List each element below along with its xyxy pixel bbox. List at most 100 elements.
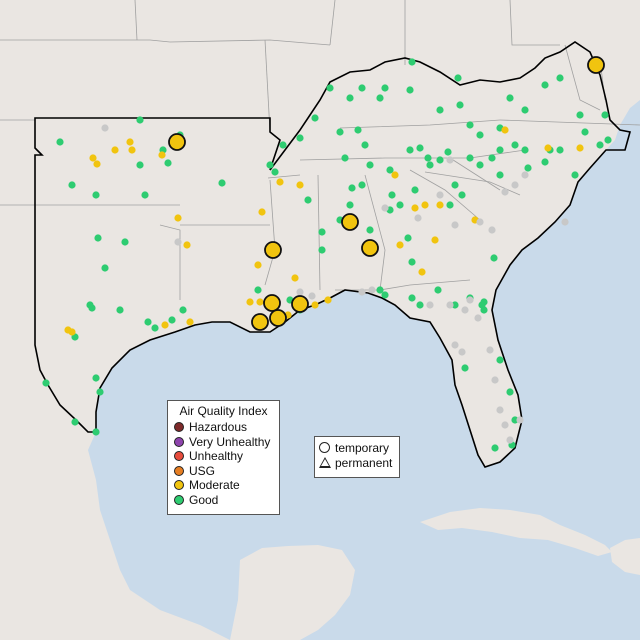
site-marker-no-data[interactable] — [296, 288, 304, 296]
site-marker-good[interactable] — [416, 301, 424, 309]
site-marker-moderate[interactable] — [128, 146, 136, 154]
site-marker-good[interactable] — [388, 191, 396, 199]
site-marker-good[interactable] — [92, 374, 100, 382]
site-marker-no-data[interactable] — [491, 376, 499, 384]
site-marker-moderate[interactable] — [324, 296, 332, 304]
site-marker-good[interactable] — [311, 114, 319, 122]
site-marker-good[interactable] — [92, 191, 100, 199]
site-marker-good[interactable] — [541, 158, 549, 166]
site-marker-no-data[interactable] — [451, 221, 459, 229]
site-marker-good[interactable] — [426, 161, 434, 169]
site-marker-moderate[interactable] — [391, 171, 399, 179]
site-marker-good[interactable] — [596, 141, 604, 149]
site-marker-good[interactable] — [92, 428, 100, 436]
site-marker-moderate[interactable] — [576, 144, 584, 152]
site-marker-moderate[interactable] — [296, 181, 304, 189]
site-marker-good[interactable] — [136, 161, 144, 169]
site-marker-no-data[interactable] — [561, 218, 569, 226]
site-marker-no-data[interactable] — [436, 191, 444, 199]
site-marker-good[interactable] — [556, 74, 564, 82]
site-marker-good[interactable] — [386, 166, 394, 174]
site-marker-good[interactable] — [354, 126, 362, 134]
site-marker-good[interactable] — [358, 181, 366, 189]
site-marker-good[interactable] — [71, 418, 79, 426]
site-marker-good[interactable] — [424, 154, 432, 162]
site-marker-moderate[interactable] — [89, 154, 97, 162]
site-marker-no-data[interactable] — [174, 238, 182, 246]
site-marker-moderate[interactable] — [174, 214, 182, 222]
site-marker-good[interactable] — [506, 388, 514, 396]
site-marker-good[interactable] — [68, 181, 76, 189]
site-marker-moderate[interactable] — [411, 204, 419, 212]
site-marker-good[interactable] — [336, 128, 344, 136]
site-marker-good[interactable] — [341, 154, 349, 162]
site-marker-good[interactable] — [366, 161, 374, 169]
site-marker-no-data[interactable] — [516, 416, 524, 424]
site-marker-good[interactable] — [511, 141, 519, 149]
site-marker-moderate[interactable] — [311, 301, 319, 309]
site-marker-no-data[interactable] — [486, 346, 494, 354]
site-marker-good[interactable] — [496, 356, 504, 364]
site-marker-moderate[interactable] — [186, 318, 194, 326]
site-marker-no-data[interactable] — [446, 301, 454, 309]
site-marker-good[interactable] — [406, 146, 414, 154]
site-marker-good[interactable] — [179, 306, 187, 314]
site-marker-good[interactable] — [271, 168, 279, 176]
site-marker-moderate[interactable] — [421, 201, 429, 209]
site-marker-moderate[interactable] — [544, 144, 552, 152]
site-marker-good[interactable] — [358, 84, 366, 92]
site-marker-good[interactable] — [141, 191, 149, 199]
site-marker-good[interactable] — [366, 226, 374, 234]
site-marker-good[interactable] — [408, 258, 416, 266]
site-marker-no-data[interactable] — [501, 188, 509, 196]
site-marker-good[interactable] — [571, 171, 579, 179]
site-marker-good[interactable] — [466, 154, 474, 162]
site-marker-no-data[interactable] — [476, 218, 484, 226]
site-marker-no-data[interactable] — [466, 296, 474, 304]
temporary-monitor-moderate[interactable] — [264, 241, 282, 259]
site-marker-good[interactable] — [496, 171, 504, 179]
site-marker-good[interactable] — [279, 141, 287, 149]
site-marker-no-data[interactable] — [496, 406, 504, 414]
site-marker-no-data[interactable] — [414, 214, 422, 222]
site-marker-good[interactable] — [151, 324, 159, 332]
site-marker-no-data[interactable] — [511, 181, 519, 189]
site-marker-good[interactable] — [488, 154, 496, 162]
site-marker-good[interactable] — [408, 58, 416, 66]
site-marker-good[interactable] — [94, 234, 102, 242]
site-marker-good[interactable] — [396, 201, 404, 209]
site-marker-no-data[interactable] — [381, 204, 389, 212]
site-marker-good[interactable] — [376, 94, 384, 102]
site-marker-moderate[interactable] — [254, 261, 262, 269]
site-marker-moderate[interactable] — [126, 138, 134, 146]
site-marker-moderate[interactable] — [93, 160, 101, 168]
temporary-monitor-moderate[interactable] — [291, 295, 309, 313]
site-marker-good[interactable] — [296, 134, 304, 142]
temporary-monitor-moderate[interactable] — [269, 309, 287, 327]
site-marker-good[interactable] — [144, 318, 152, 326]
site-marker-good[interactable] — [416, 144, 424, 152]
site-marker-good[interactable] — [506, 94, 514, 102]
site-marker-good[interactable] — [164, 159, 172, 167]
site-marker-good[interactable] — [121, 238, 129, 246]
site-marker-no-data[interactable] — [506, 436, 514, 444]
temporary-monitor-moderate[interactable] — [361, 239, 379, 257]
site-marker-no-data[interactable] — [426, 301, 434, 309]
site-marker-good[interactable] — [326, 84, 334, 92]
site-marker-good[interactable] — [478, 301, 486, 309]
site-marker-moderate[interactable] — [158, 151, 166, 159]
site-marker-good[interactable] — [451, 301, 459, 309]
site-marker-moderate[interactable] — [256, 298, 264, 306]
site-marker-good[interactable] — [476, 161, 484, 169]
site-marker-no-data[interactable] — [368, 286, 376, 294]
site-marker-good[interactable] — [541, 81, 549, 89]
site-marker-good[interactable] — [461, 364, 469, 372]
site-marker-moderate[interactable] — [276, 178, 284, 186]
site-marker-moderate[interactable] — [431, 236, 439, 244]
site-marker-good[interactable] — [381, 291, 389, 299]
site-marker-good[interactable] — [346, 201, 354, 209]
site-marker-good[interactable] — [434, 286, 442, 294]
site-marker-good[interactable] — [476, 131, 484, 139]
site-marker-good[interactable] — [136, 116, 144, 124]
site-marker-good[interactable] — [266, 161, 274, 169]
